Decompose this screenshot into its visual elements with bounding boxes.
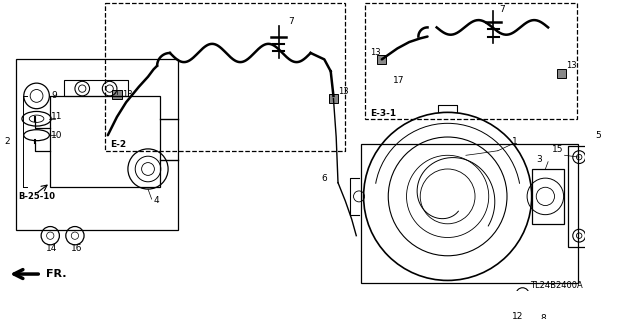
Text: 10: 10 xyxy=(51,131,63,140)
Text: E-2: E-2 xyxy=(109,140,126,149)
Polygon shape xyxy=(113,90,122,99)
Text: 7: 7 xyxy=(288,17,294,26)
Text: 13: 13 xyxy=(566,61,577,70)
Text: 15: 15 xyxy=(639,233,640,242)
Polygon shape xyxy=(329,94,338,103)
Text: 15: 15 xyxy=(639,145,640,154)
Text: 13: 13 xyxy=(370,48,381,57)
Text: TL24B2400A: TL24B2400A xyxy=(530,280,582,290)
Text: 9: 9 xyxy=(51,92,57,100)
Text: 13: 13 xyxy=(338,87,349,96)
Text: 13: 13 xyxy=(122,90,133,99)
Text: 17: 17 xyxy=(393,76,404,85)
Text: 4: 4 xyxy=(154,197,159,205)
Text: 6: 6 xyxy=(321,174,327,183)
Polygon shape xyxy=(378,55,387,64)
Text: B-25-10: B-25-10 xyxy=(19,192,55,201)
Text: 12: 12 xyxy=(511,313,523,319)
Text: 2: 2 xyxy=(4,137,10,146)
Text: 7: 7 xyxy=(499,5,504,14)
Text: 16: 16 xyxy=(71,244,83,253)
Text: 5: 5 xyxy=(596,131,602,140)
Text: 11: 11 xyxy=(51,112,63,122)
Polygon shape xyxy=(557,69,566,78)
Text: 8: 8 xyxy=(541,314,547,319)
Text: E-3-1: E-3-1 xyxy=(370,109,396,118)
Text: 3: 3 xyxy=(536,155,542,164)
Text: 14: 14 xyxy=(45,244,57,253)
Text: 15: 15 xyxy=(552,145,563,154)
Text: 1: 1 xyxy=(511,137,517,146)
Text: FR.: FR. xyxy=(45,269,66,279)
